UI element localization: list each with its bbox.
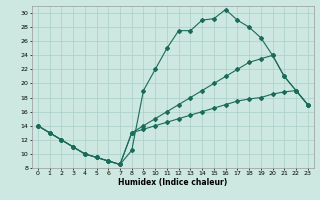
X-axis label: Humidex (Indice chaleur): Humidex (Indice chaleur) xyxy=(118,178,228,187)
